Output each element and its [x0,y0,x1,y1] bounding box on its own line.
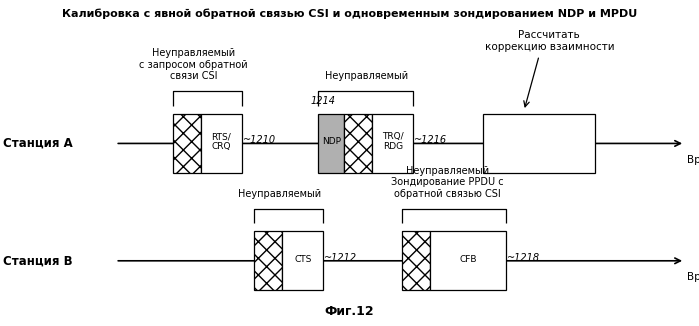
Bar [282,231,323,290]
Text: 1214: 1214 [310,96,336,106]
Bar [173,114,201,173]
Text: ~1212: ~1212 [324,253,357,262]
Bar [430,231,506,290]
Bar [373,114,413,173]
Bar [318,114,345,173]
Text: Неуправляемый: Неуправляемый [325,71,408,82]
Text: Неуправляемый
с запросом обратной
связи CSI: Неуправляемый с запросом обратной связи … [139,48,248,82]
Text: TRQ/
RDG: TRQ/ RDG [382,132,403,151]
Text: Фиг.12: Фиг.12 [325,305,374,318]
Bar [345,114,373,173]
Text: CTS: CTS [294,255,312,264]
Bar [402,231,430,290]
Text: ~1210: ~1210 [243,135,276,145]
Bar [254,231,282,290]
Bar [345,114,373,173]
Text: Станция А: Станция А [3,137,73,150]
Text: Время: Время [687,155,699,165]
Text: NDP: NDP [322,137,340,146]
Text: CFB: CFB [459,255,477,264]
Bar [173,114,201,173]
Bar [483,114,595,173]
Bar [254,231,282,290]
Text: Рассчитать
коррекцию взаимности: Рассчитать коррекцию взаимности [484,30,614,52]
Bar [201,114,242,173]
Bar [402,231,430,290]
Text: ~1218: ~1218 [507,253,540,262]
Text: Станция В: Станция В [3,254,73,267]
Text: ~1216: ~1216 [414,135,447,145]
Text: Неуправляемый: Неуправляемый [238,189,322,199]
Text: Неуправляемый
Зондирование PPDU с
обратной связью CSI: Неуправляемый Зондирование PPDU с обратн… [391,166,504,199]
Text: Время: Время [687,272,699,282]
Text: RTS/
CRQ: RTS/ CRQ [212,132,231,151]
Text: Калибровка с явной обратной связью CSI и одновременным зондированием NDP и MPDU: Калибровка с явной обратной связью CSI и… [62,8,637,19]
